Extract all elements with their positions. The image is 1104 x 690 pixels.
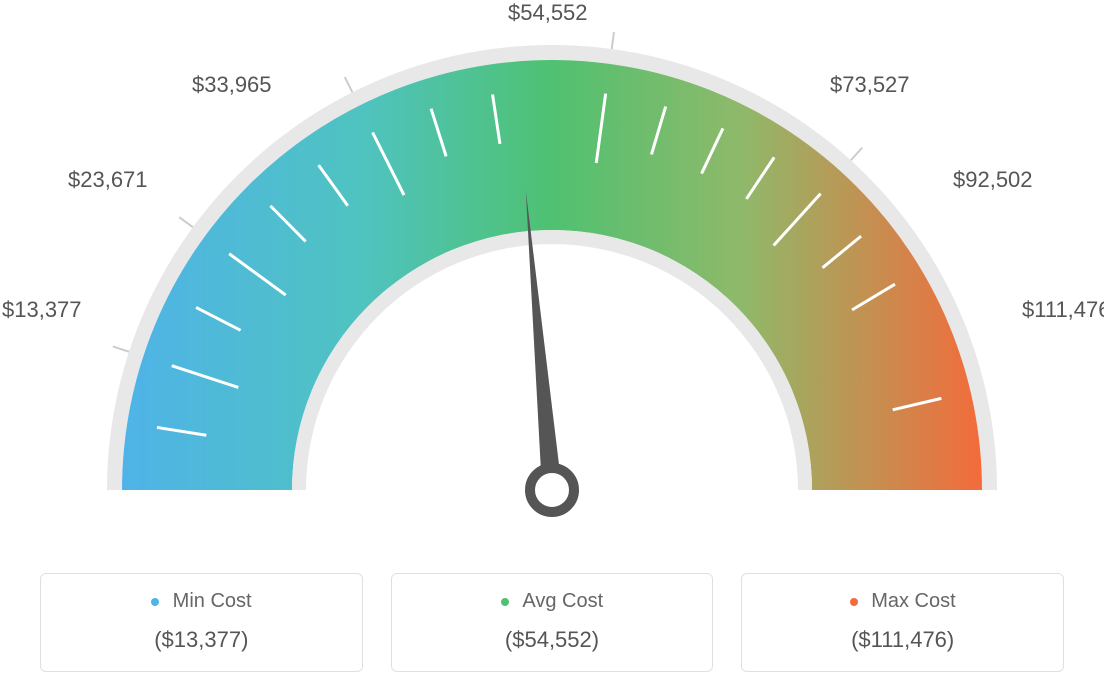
bullet-max: [850, 598, 858, 606]
legend-value-min: ($13,377): [51, 627, 352, 653]
gauge-tick-label: $33,965: [192, 72, 272, 98]
legend-row: Min Cost ($13,377) Avg Cost ($54,552) Ma…: [40, 573, 1064, 672]
legend-card-avg: Avg Cost ($54,552): [391, 573, 714, 672]
bullet-min: [151, 598, 159, 606]
gauge-tick-label: $23,671: [68, 167, 148, 193]
legend-value-avg: ($54,552): [402, 627, 703, 653]
gauge-chart: $13,377 $23,671 $33,965 $54,552 $73,527 $92,5…: [0, 0, 1104, 540]
legend-title-text-min: Min Cost: [173, 590, 252, 612]
gauge-svg: [0, 0, 1104, 540]
bullet-avg: [501, 598, 509, 606]
gauge-tick-label: $111,476: [1022, 297, 1104, 323]
gauge-tick-label: $73,527: [830, 72, 910, 98]
legend-title-min: Min Cost: [51, 590, 352, 613]
legend-card-min: Min Cost ($13,377): [40, 573, 363, 672]
gauge-tick-label: $13,377: [2, 297, 82, 323]
gauge-tick-label: $54,552: [508, 0, 588, 26]
legend-title-text-max: Max Cost: [871, 590, 955, 612]
legend-title-max: Max Cost: [752, 590, 1053, 613]
legend-card-max: Max Cost ($111,476): [741, 573, 1064, 672]
legend-title-text-avg: Avg Cost: [522, 590, 603, 612]
legend-value-max: ($111,476): [752, 627, 1053, 653]
gauge-tick-label: $92,502: [953, 167, 1033, 193]
legend-title-avg: Avg Cost: [402, 590, 703, 613]
